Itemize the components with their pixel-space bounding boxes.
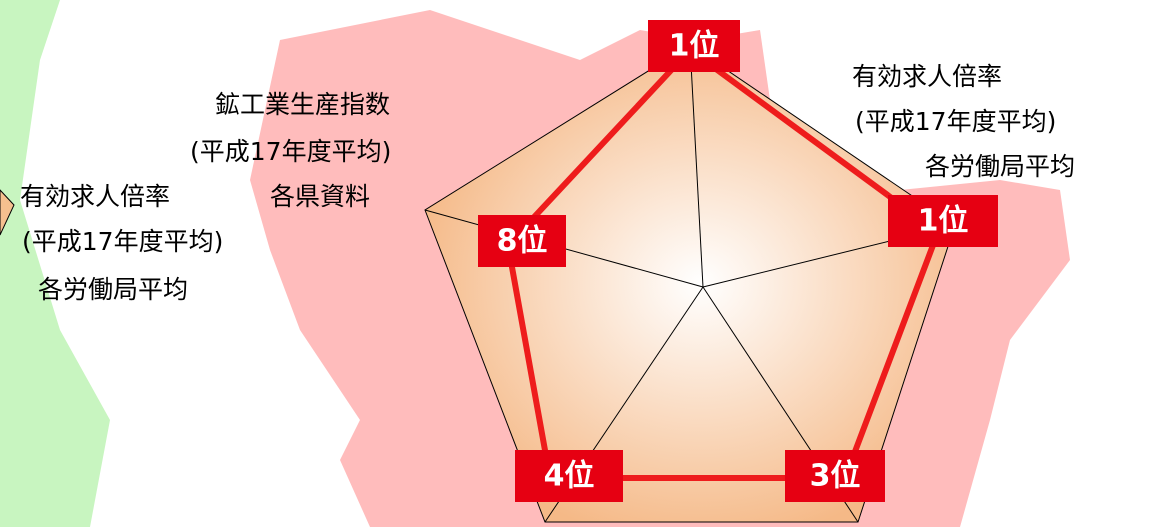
axis-label: 鉱工業生産指数 <box>215 90 390 119</box>
rank-label: 3位 <box>810 459 861 494</box>
map-green <box>0 0 110 527</box>
axis-label: 各労働局平均 <box>925 152 1075 181</box>
axis-label: (平成17年度平均) <box>855 107 1056 136</box>
rank-boxes: 1位 1位 3位 4位 8位 <box>478 20 998 502</box>
other-chart-edge <box>0 189 15 236</box>
axis-label: (平成17年度平均) <box>22 227 223 256</box>
axis-label: 各労働局平均 <box>38 275 188 304</box>
rank-label: 8位 <box>497 224 548 259</box>
rank-label: 4位 <box>544 459 595 494</box>
axis-label: 有効求人倍率 <box>852 62 1002 91</box>
axis-label: 各県資料 <box>270 182 370 211</box>
axis-labels: 有効求人倍率 (平成17年度平均) 各労働局平均 鉱工業生産指数 (平成17年度… <box>20 62 1075 304</box>
axis-label: 有効求人倍率 <box>20 182 170 211</box>
axis-label: (平成17年度平均) <box>190 137 391 166</box>
rank-label: 1位 <box>669 29 720 64</box>
rank-label: 1位 <box>918 204 969 239</box>
